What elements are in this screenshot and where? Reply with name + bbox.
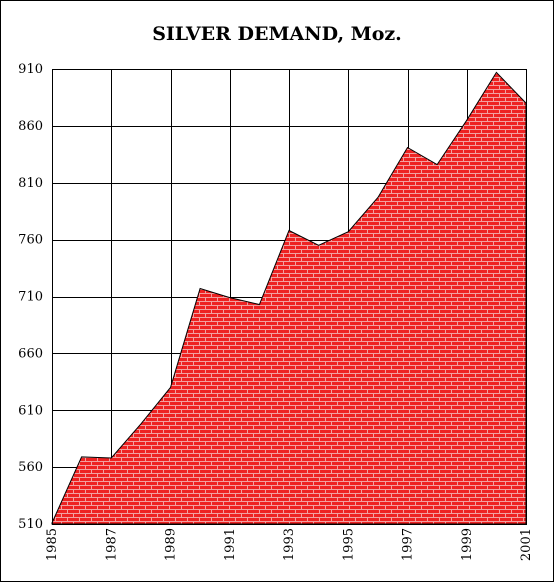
x-tick-label: 1987 [104,528,119,561]
y-tick-label: 860 [18,119,43,134]
y-tick-label: 610 [18,403,43,418]
x-tick-label: 1985 [45,528,60,561]
y-tick-label: 910 [18,62,43,77]
y-tick-label: 510 [18,517,43,532]
y-tick-label: 710 [18,290,43,305]
x-tick-label: 1989 [164,528,179,561]
y-tick-label: 760 [18,233,43,248]
axis-layer: 510 560 610 660 710 760 810 860 910 1985 1987 1989 1… [18,62,534,561]
chart-title: SILVER DEMAND, Moz. [152,23,402,45]
area-layer [51,71,527,525]
x-tick-label: 1995 [341,528,356,561]
x-tick-label: 1999 [460,528,475,561]
series-area [51,71,527,525]
plot-border [52,69,527,525]
y-tick-label: 810 [18,176,43,191]
x-tick-label: 1991 [223,528,238,561]
y-tick-label: 560 [18,460,43,475]
x-tick-label: 2001 [519,528,534,561]
x-tick-label: 1993 [282,528,297,561]
y-tick-label: 660 [18,346,43,361]
x-tick-label: 1997 [401,528,416,561]
